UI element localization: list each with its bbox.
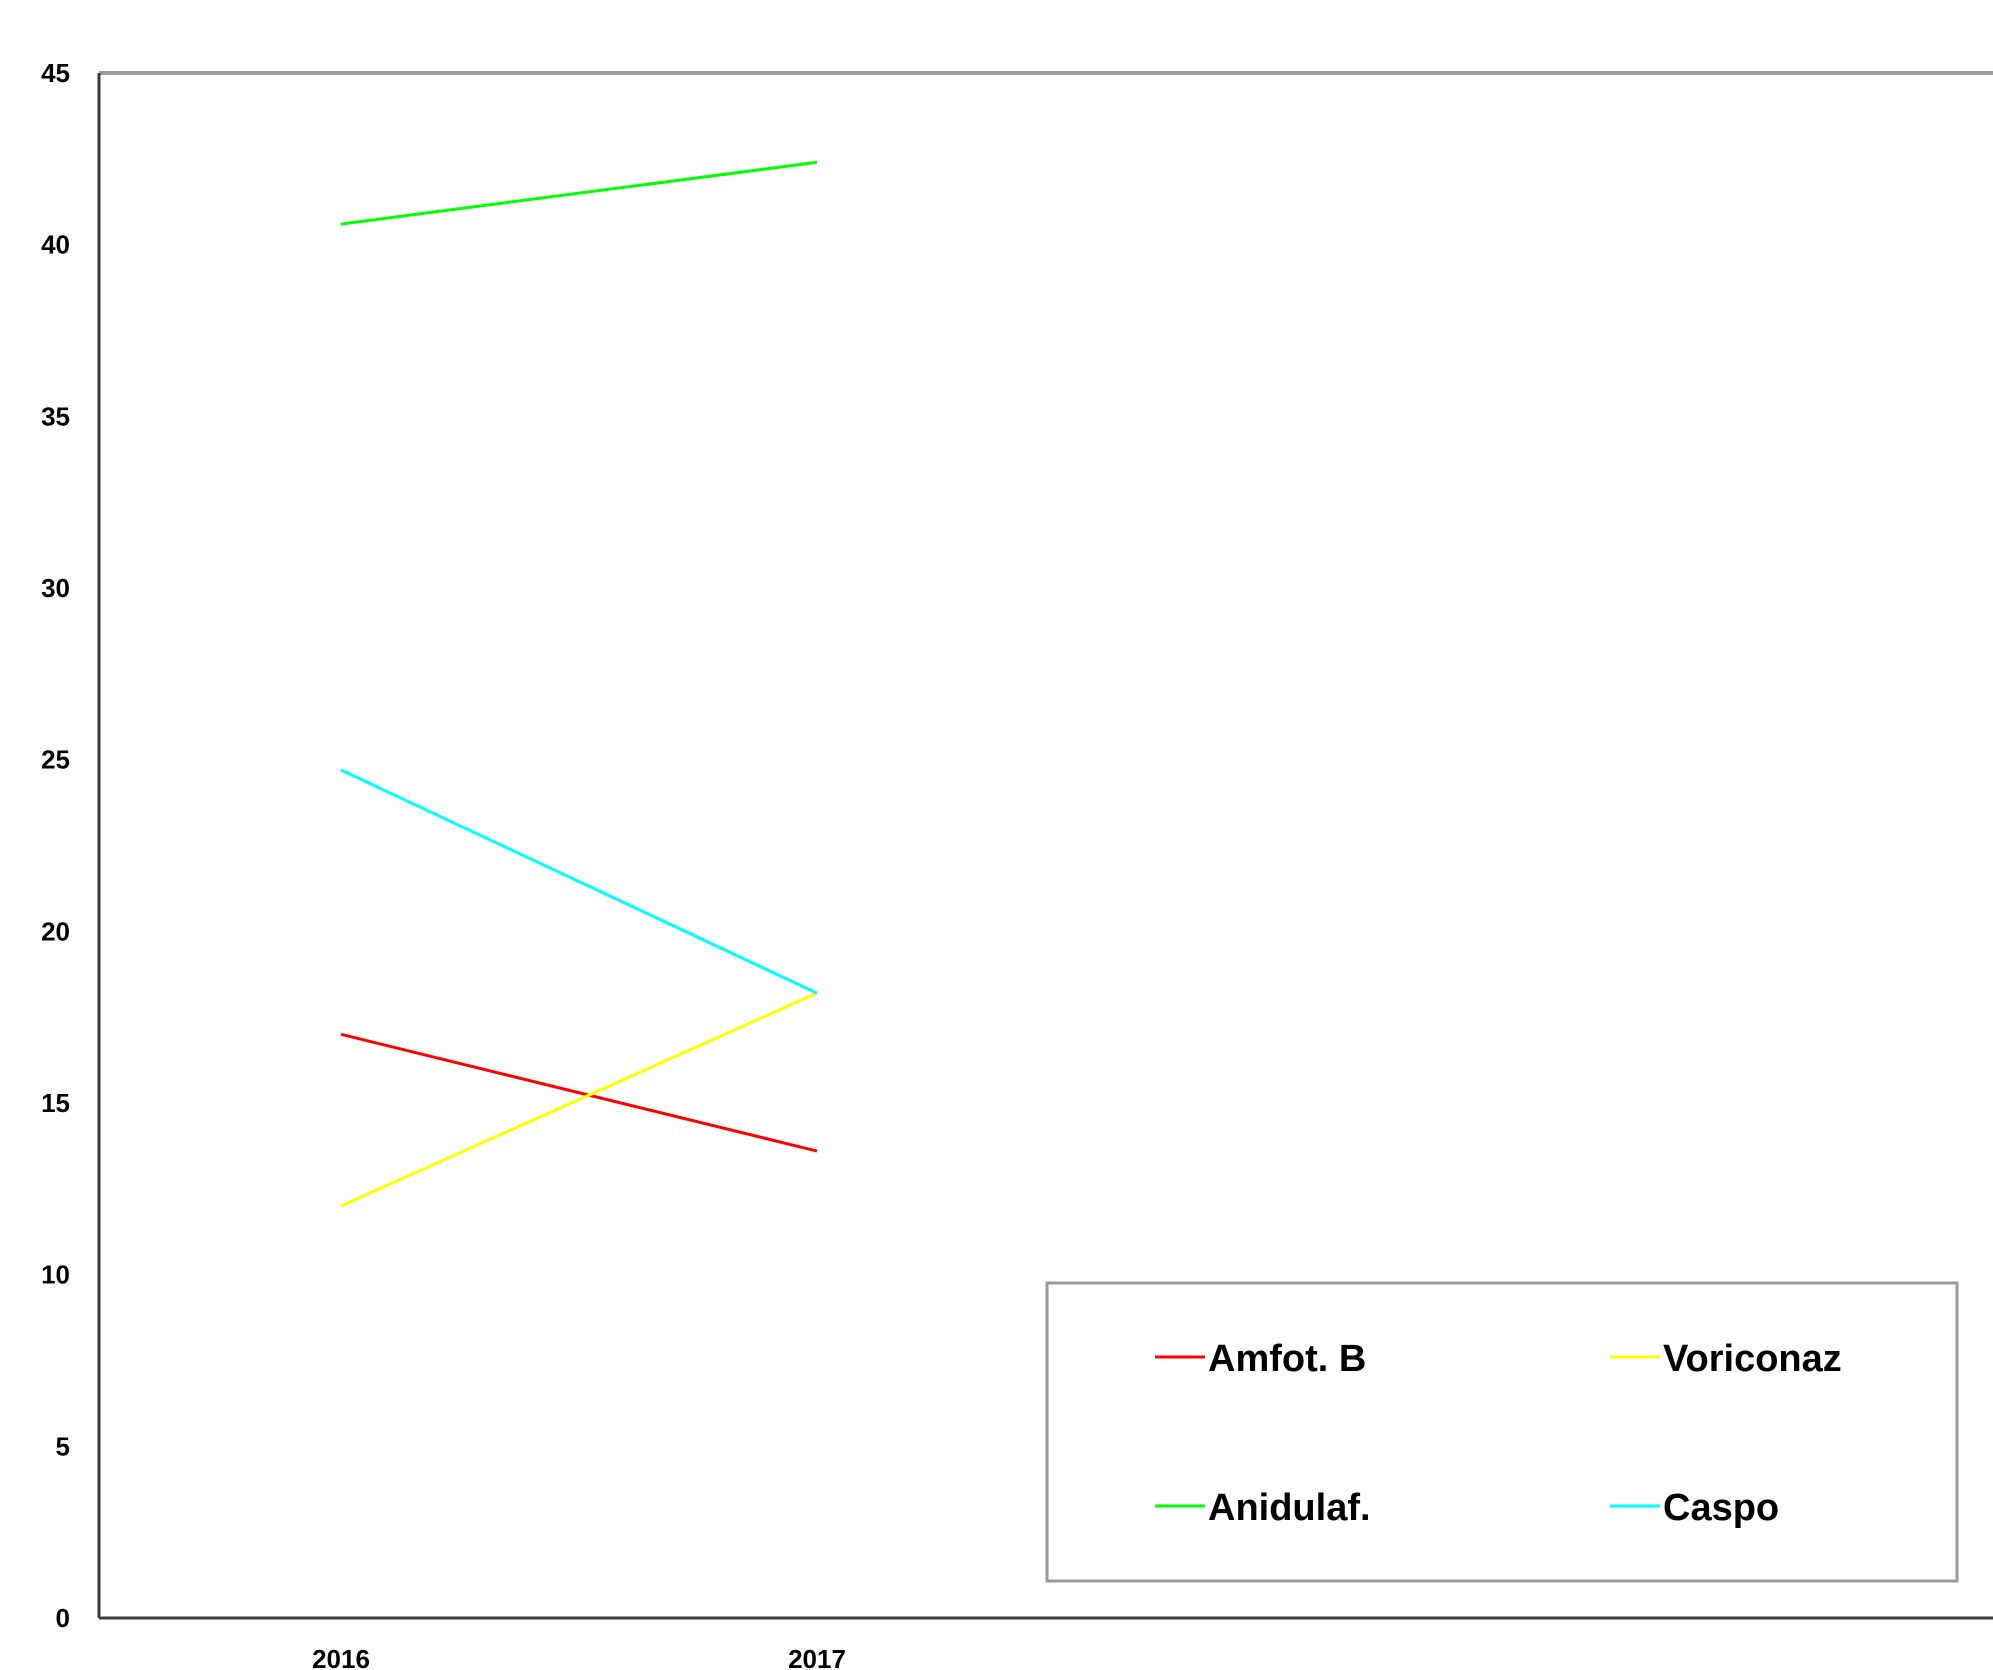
- y-tick-label: 30: [41, 573, 70, 603]
- series-line-2: [340, 160, 818, 226]
- y-tick-label: 0: [56, 1603, 70, 1633]
- legend-label-1: Voriconaz: [1663, 1338, 1842, 1380]
- legend: Amfot. B Voriconaz Anidulaf. Caspo: [1045, 1281, 1959, 1583]
- y-tick-label: 5: [56, 1431, 70, 1461]
- series-layer: [340, 160, 818, 1208]
- legend-label-3: Caspo: [1663, 1487, 1779, 1529]
- y-tick-label: 25: [41, 745, 70, 775]
- x-tick-label: 2016: [312, 1644, 370, 1670]
- legend-box: [1045, 1281, 1959, 1583]
- y-tick-label: 10: [41, 1260, 70, 1290]
- legend-label-0: Amfot. B: [1208, 1338, 1366, 1380]
- x-tick-labels: 2016 2017: [312, 1644, 846, 1670]
- y-tick-labels: 0 5 10 15 20 25 30 35 40 45: [41, 58, 70, 1633]
- y-tick-label: 20: [41, 916, 70, 946]
- x-tick-label: 2017: [788, 1644, 846, 1670]
- y-tick-label: 45: [41, 58, 70, 88]
- y-tick-label: 40: [41, 230, 70, 260]
- series-line-3: [340, 768, 818, 995]
- series-line-0: [340, 1032, 818, 1153]
- y-tick-label: 15: [41, 1088, 70, 1118]
- y-tick-label: 35: [41, 401, 70, 431]
- legend-label-2: Anidulaf.: [1208, 1487, 1371, 1529]
- series-line-1: [340, 991, 818, 1208]
